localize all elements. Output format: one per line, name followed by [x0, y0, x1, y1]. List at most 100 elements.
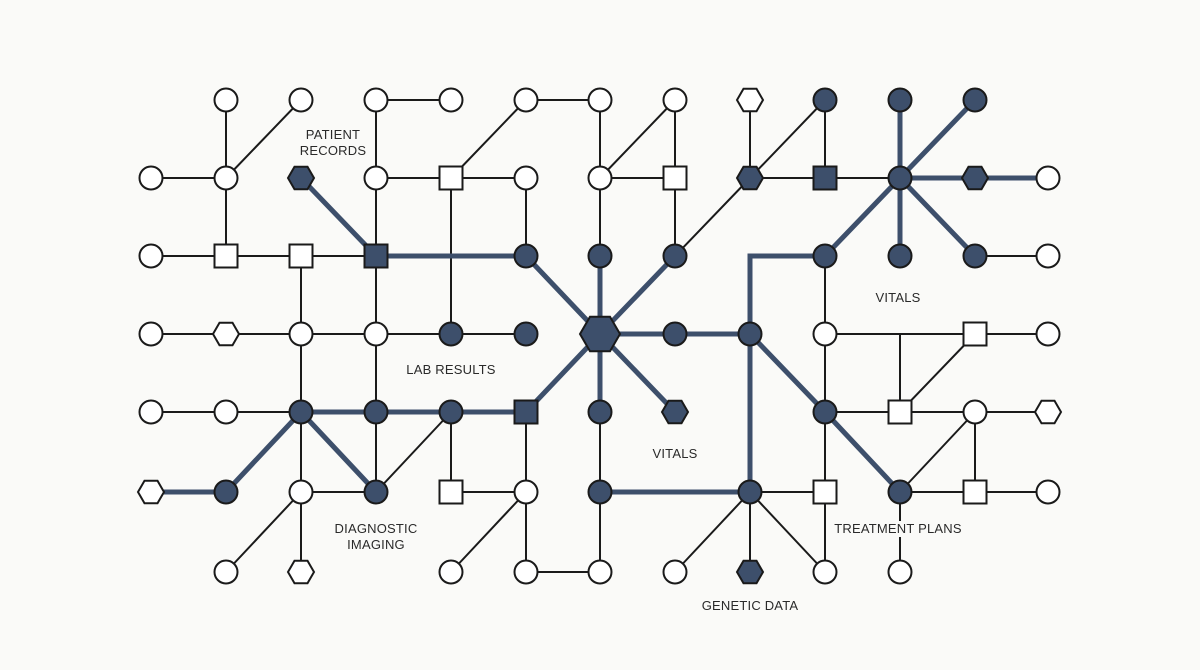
node-circle-hollow [662, 87, 688, 113]
node-circle-filled [513, 243, 539, 269]
node-circle-filled [438, 321, 464, 347]
label-lab-results: LAB RESULTS [406, 362, 496, 377]
node-circle-hollow [812, 559, 838, 585]
node-square-hollow [962, 479, 988, 505]
node-square-hollow [438, 165, 464, 191]
node-circle-hollow [213, 399, 239, 425]
node-circle-hollow [213, 87, 239, 113]
node-circle-hollow [513, 479, 539, 505]
thin-edge [450, 491, 527, 573]
highlight-edge [823, 176, 902, 258]
node-hexagon-filled [960, 165, 990, 191]
highlight-edge [299, 176, 378, 258]
node-circle-hollow [138, 399, 164, 425]
node-circle-hollow [288, 87, 314, 113]
highlight-edge [823, 410, 902, 494]
node-square-hollow [662, 165, 688, 191]
node-hexagon-filled [660, 399, 690, 425]
node-circle-filled [962, 243, 988, 269]
node-square-filled [363, 243, 389, 269]
thin-edge [749, 99, 826, 179]
label-vitals-center: VITALS [652, 446, 698, 461]
node-circle-hollow [138, 243, 164, 269]
node-circle-hollow [1035, 243, 1061, 269]
highlight-edge [299, 410, 378, 494]
node-circle-hollow [288, 479, 314, 505]
node-hexagon-hollow [1033, 399, 1063, 425]
node-circle-hollow [213, 165, 239, 191]
node-hexagon-hollow [136, 479, 166, 505]
node-circle-hollow [587, 165, 613, 191]
node-square-filled [513, 399, 539, 425]
highlight-edge [898, 176, 977, 258]
node-circle-filled [962, 87, 988, 113]
thin-edge [375, 411, 452, 493]
node-circle-hollow [363, 321, 389, 347]
thin-edge [225, 491, 302, 573]
thin-edge [899, 333, 976, 413]
label-diagnostic-imaging: DIAGNOSTIC IMAGING [334, 521, 418, 552]
node-circle-hollow [288, 321, 314, 347]
node-circle-filled [887, 165, 913, 191]
node-circle-hollow [587, 87, 613, 113]
thin-edge [674, 491, 751, 573]
highlight-edge [748, 332, 827, 414]
node-circle-hollow [1035, 165, 1061, 191]
node-circle-hollow [213, 559, 239, 585]
node-circle-hollow [363, 87, 389, 113]
node-circle-filled [887, 479, 913, 505]
node-circle-hollow [1035, 321, 1061, 347]
node-circle-hollow [587, 559, 613, 585]
node-circle-hollow [513, 559, 539, 585]
node-circle-hollow [887, 559, 913, 585]
node-circle-filled [288, 399, 314, 425]
node-circle-hollow [513, 87, 539, 113]
node-circle-filled [737, 479, 763, 505]
node-circle-hollow [962, 399, 988, 425]
thin-edge [899, 411, 976, 493]
node-circle-filled [513, 321, 539, 347]
highlight-edge [898, 98, 977, 180]
thin-edge [599, 99, 676, 179]
node-circle-filled [213, 479, 239, 505]
node-circle-filled [438, 399, 464, 425]
node-square-filled [812, 165, 838, 191]
node-square-hollow [288, 243, 314, 269]
node-circle-hollow [513, 165, 539, 191]
node-circle-hollow [363, 165, 389, 191]
highlight-edge [747, 253, 825, 334]
node-circle-hollow [1035, 479, 1061, 505]
thin-edge [225, 99, 302, 179]
node-hexagon-filled [735, 559, 765, 585]
node-circle-hollow [438, 559, 464, 585]
node-circle-filled [587, 243, 613, 269]
hub-hexagon [578, 315, 622, 353]
node-hexagon-filled [286, 165, 316, 191]
node-circle-filled [812, 87, 838, 113]
highlight-edge [224, 410, 303, 494]
node-hexagon-hollow [211, 321, 241, 347]
node-circle-filled [737, 321, 763, 347]
node-circle-filled [812, 243, 838, 269]
node-hexagon-filled [735, 165, 765, 191]
node-circle-hollow [138, 321, 164, 347]
node-circle-filled [587, 399, 613, 425]
thin-edge [450, 99, 527, 179]
node-circle-hollow [662, 559, 688, 585]
node-hexagon-hollow [286, 559, 316, 585]
node-square-hollow [962, 321, 988, 347]
node-circle-filled [887, 243, 913, 269]
label-vitals-right: VITALS [875, 290, 921, 305]
thin-edge [749, 491, 826, 573]
node-circle-filled [363, 399, 389, 425]
node-circle-filled [363, 479, 389, 505]
node-circle-hollow [438, 87, 464, 113]
node-hexagon-hollow [735, 87, 765, 113]
node-square-hollow [438, 479, 464, 505]
node-square-hollow [887, 399, 913, 425]
label-treatment-plans: TREATMENT PLANS [831, 521, 965, 537]
node-circle-filled [812, 399, 838, 425]
node-square-hollow [812, 479, 838, 505]
